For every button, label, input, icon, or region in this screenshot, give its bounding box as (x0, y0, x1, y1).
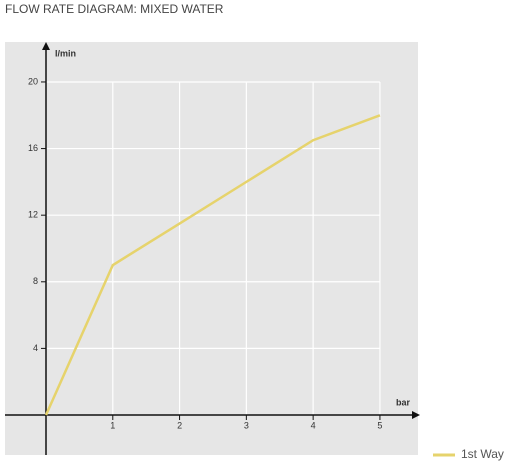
series-line (44, 114, 381, 416)
y-tick-label: 12 (28, 210, 38, 220)
legend: 1st Way (433, 447, 504, 461)
chart-title: FLOW RATE DIAGRAM: MIXED WATER (5, 2, 224, 16)
x-tick-label: 1 (110, 420, 115, 430)
x-tick-label: 2 (177, 420, 182, 430)
plot-background (5, 42, 418, 455)
y-tick-label: 4 (33, 343, 38, 353)
y-tick-label: 20 (28, 76, 38, 86)
y-tick-label: 16 (28, 143, 38, 153)
x-tick-label: 3 (244, 420, 249, 430)
y-axis-label: l/min (55, 48, 76, 58)
legend-label: 1st Way (461, 447, 504, 461)
y-arrow (42, 42, 50, 50)
y-tick-label: 8 (33, 276, 38, 286)
x-tick-label: 4 (311, 420, 316, 430)
marks (44, 114, 381, 416)
x-axis-label: bar (396, 397, 411, 407)
x-tick-label: 5 (377, 420, 382, 430)
x-arrow (412, 411, 420, 419)
